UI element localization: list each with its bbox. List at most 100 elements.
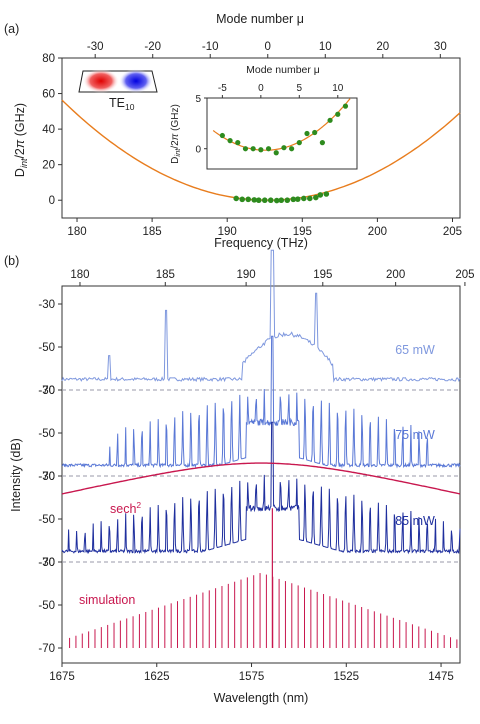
panel-b-top-tick-label: 195	[313, 269, 332, 281]
panel-a-y-tick-label: 80	[42, 53, 55, 65]
panel-a-x-label: Frequency (THz)	[214, 236, 308, 250]
inset-y-tick-label: 5	[195, 94, 201, 105]
inset-top-tick-label: 5	[297, 83, 303, 94]
panel-b-x-tick-label: 1575	[239, 671, 265, 683]
panel-a-data-point	[284, 197, 291, 204]
inset-data-point	[342, 103, 349, 109]
inset-data-point	[335, 111, 341, 117]
panel-a-top-tick-label: 20	[376, 41, 389, 53]
inset-data-point	[281, 145, 287, 151]
inset-top-tick-label: -5	[218, 83, 227, 94]
panel-a-data-point	[278, 197, 285, 204]
panel-a-data-point	[313, 194, 319, 201]
panel-b-y-tick-label: -50	[38, 514, 55, 526]
panel-b-y-tick-label: -30	[38, 385, 55, 397]
panel-a-x-tick-label: 185	[143, 226, 162, 238]
panel-a-data-point	[245, 196, 252, 203]
panel-b-top-tick-label: 180	[70, 269, 89, 281]
panel-a-top-ticks: -30 -20 -10 0 10 20 30	[87, 41, 447, 58]
inset-data-point	[312, 129, 318, 136]
inset-data-point	[265, 146, 272, 152]
panel-b-x-tick-label: 1475	[428, 671, 454, 683]
panel-b-y-tick-label: -30	[38, 557, 55, 569]
label-65mw: 65 mW	[395, 343, 435, 357]
panel-a-y-tick-label: 0	[49, 195, 55, 207]
panel-a-data-point	[273, 197, 280, 204]
panel-a-data-point	[301, 195, 307, 202]
panel-a-x-tick-label: 200	[368, 226, 387, 238]
inset-fit-curve	[212, 98, 351, 151]
panel-a-data-point	[239, 196, 246, 203]
inset-top-tick-label: 10	[332, 83, 344, 94]
panel-a-top-tick-label: 0	[265, 41, 271, 53]
panel-a-data-point	[294, 196, 301, 202]
panel-a-data-point	[290, 196, 297, 203]
sech2-envelope	[61, 462, 461, 495]
panel-a-data-point	[323, 191, 330, 197]
inset-data-point	[227, 138, 233, 144]
panel-b-y-tick-label: -70	[38, 471, 55, 483]
panel-a-data-point	[233, 195, 240, 202]
inset-data-point	[235, 140, 241, 146]
inset-data-point	[258, 147, 264, 153]
panel-b-frame	[61, 285, 461, 664]
panel-b-top-ticks: 180 185 190 195 200 205	[70, 269, 475, 286]
panel-a-data-point	[251, 197, 258, 203]
panel-b-plot: 1675 1625 1575 1525 1475 -30-50-70-30-50-70-…	[38, 249, 461, 683]
inset-data-point	[319, 140, 325, 146]
inset-y-label: Dint/2π (GHz)	[170, 104, 182, 164]
panel-b-x-label: Wavelength (nm)	[214, 691, 309, 705]
inset-y-tick-label: 0	[195, 145, 201, 156]
panel-b-y-tick-label: -50	[38, 600, 55, 612]
panel-a-top-tick-label: 10	[319, 41, 332, 53]
inset-data-point	[304, 130, 310, 137]
panel-a-top-tick-label: 30	[434, 41, 447, 53]
panel-a-x-tick-label: 180	[67, 226, 86, 238]
panel-a-data-point	[261, 197, 268, 204]
label-simulation: simulation	[79, 593, 135, 607]
panel-b-top-tick-label: 200	[386, 269, 405, 281]
panel-b-y-tick-label: -70	[38, 643, 55, 655]
panel-b-y-tick-label: -70	[38, 557, 55, 569]
panel-a-y-label: Dint/2π (GHz)	[13, 103, 29, 177]
panel-a-data-point	[255, 197, 262, 204]
panel-b-label: (b)	[4, 254, 19, 268]
trace-65mw	[61, 249, 461, 383]
panel-a-y-tick-label: 60	[42, 89, 55, 101]
panel-a-y-tick-label: 20	[42, 160, 55, 172]
inset-top-axis-label: Mode number μ	[246, 64, 320, 76]
label-75mw: 75 mW	[395, 428, 435, 442]
inset-frame	[206, 97, 358, 170]
panel-b-top-tick-label: 185	[156, 269, 175, 281]
inset-data-point	[296, 140, 302, 146]
panel-a-data-point	[317, 192, 324, 198]
panel-b-x-tick-label: 1675	[49, 671, 75, 683]
panel-a-frame	[61, 57, 461, 219]
panel-b-x-tick-label: 1525	[333, 671, 359, 683]
panel-a-plot: 180 185 190 195 200 205 0 20 40 60 80	[42, 53, 462, 238]
inset-data-point	[250, 146, 256, 152]
panel-a-x-tick-label: 195	[293, 226, 312, 238]
panel-a-x-tick-label: 190	[218, 226, 237, 238]
trace-75mw	[61, 335, 461, 469]
label-85mw: 85 mW	[395, 514, 435, 528]
panel-a-top-tick-label: -30	[87, 41, 104, 53]
panel-a-data-point	[307, 195, 313, 202]
panel-a-top-tick-label: -20	[144, 41, 161, 53]
inset-data-point	[289, 146, 295, 152]
inset-top-tick-label: 0	[258, 83, 264, 94]
inset-data-point	[242, 146, 249, 152]
panel-b-top-tick-label: 205	[455, 269, 474, 281]
label-sech2: sech2	[110, 500, 141, 516]
panel-a-top-tick-label: -10	[202, 41, 219, 53]
trace-85mw	[61, 421, 461, 555]
panel-b-y-tick-label: -50	[38, 342, 55, 354]
inset-data-point	[327, 117, 333, 123]
panel-b-y-tick-label: -30	[38, 471, 55, 483]
panel-b-y-tick-label: -50	[38, 428, 55, 440]
panel-a-x-tick-label: 205	[443, 226, 462, 238]
inset-data-point	[219, 132, 225, 139]
panel-a-data-point	[267, 197, 274, 204]
panel-b-y-label: Intensity (dB)	[9, 438, 23, 512]
